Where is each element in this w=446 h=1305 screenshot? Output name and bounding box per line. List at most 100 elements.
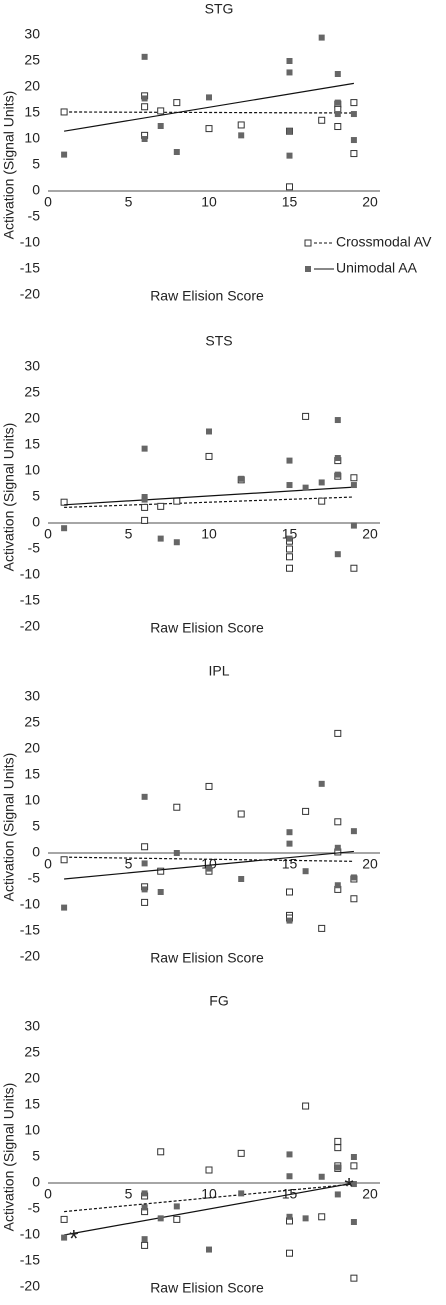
data-point	[60, 108, 68, 116]
data-point	[237, 1149, 245, 1157]
y-tick-label: 20	[24, 1070, 40, 1086]
trendline	[64, 111, 354, 114]
data-point	[350, 1154, 357, 1160]
y-tick-label: 25	[24, 384, 40, 400]
data-point	[350, 150, 358, 158]
data-point	[350, 1274, 358, 1282]
y-tick-label: 10	[24, 462, 40, 478]
x-tick-label: 0	[44, 194, 52, 210]
data-point	[334, 818, 342, 826]
y-tick-label: -15	[20, 922, 40, 938]
data-point	[286, 457, 293, 464]
y-tick-label: -5	[28, 540, 41, 556]
data-point	[302, 868, 309, 875]
data-point	[141, 445, 148, 452]
y-tick-label: -5	[28, 208, 41, 224]
data-point	[173, 1215, 181, 1223]
y-tick-label: -5	[28, 870, 41, 886]
chart-title: FG	[209, 993, 228, 1009]
data-point	[286, 840, 293, 847]
x-tick-label: 0	[44, 526, 52, 542]
trendline	[64, 486, 354, 506]
data-point	[334, 729, 342, 737]
data-point	[157, 889, 164, 895]
data-point	[318, 34, 325, 41]
x-tick-label: 5	[125, 856, 133, 872]
x-axis-label: Raw Elision Score	[150, 1280, 264, 1296]
legend-label: Crossmodal AV	[336, 234, 432, 250]
data-point	[302, 1215, 309, 1222]
data-point	[286, 1173, 293, 1180]
x-tick-label: 15	[282, 856, 298, 872]
x-tick-label: 0	[44, 1186, 52, 1202]
data-point	[334, 551, 341, 558]
data-point	[157, 123, 164, 129]
data-point	[334, 471, 341, 478]
data-point	[238, 475, 245, 482]
x-tick-label: 20	[362, 194, 378, 210]
data-point	[286, 152, 293, 159]
y-tick-label: 5	[32, 818, 40, 834]
data-point	[205, 125, 213, 133]
y-tick-label: -15	[20, 1252, 40, 1268]
data-point	[302, 412, 310, 420]
data-point	[286, 1249, 293, 1257]
data-point	[334, 1191, 341, 1198]
data-point	[141, 1236, 148, 1243]
data-point	[334, 71, 341, 77]
data-point	[206, 94, 212, 101]
data-point	[302, 484, 309, 491]
data-point	[302, 1102, 310, 1110]
data-point	[206, 1246, 212, 1253]
y-tick-label: -10	[20, 896, 40, 912]
data-point	[286, 128, 293, 135]
y-axis-label: Activation (Signal Units)	[1, 91, 17, 240]
data-point	[157, 502, 165, 510]
data-point	[141, 95, 148, 102]
x-axis-label: Raw Elision Score	[150, 288, 264, 304]
data-point	[318, 1213, 326, 1221]
data-point	[238, 132, 245, 139]
data-point	[205, 452, 213, 460]
data-point	[141, 516, 149, 524]
y-tick-label: 15	[24, 1096, 40, 1112]
data-point	[286, 1213, 293, 1220]
data-point	[286, 888, 293, 896]
y-axis-label: Activation (Signal Units)	[1, 1083, 17, 1232]
data-point	[334, 844, 341, 851]
data-point	[318, 780, 325, 787]
y-tick-label: 15	[24, 104, 40, 120]
data-point	[286, 69, 293, 76]
data-point	[350, 895, 358, 903]
trendline	[64, 1183, 354, 1213]
data-point	[350, 1181, 357, 1188]
data-point	[286, 58, 293, 64]
data-point	[350, 522, 357, 529]
data-point	[350, 482, 357, 489]
data-point	[350, 828, 357, 835]
data-point	[141, 1204, 148, 1211]
y-tick-label: 20	[24, 740, 40, 756]
x-tick-label: 20	[362, 526, 378, 542]
data-point	[206, 428, 212, 435]
data-point	[318, 479, 325, 486]
data-point	[173, 1203, 180, 1210]
data-point	[61, 1234, 68, 1241]
data-point	[141, 103, 149, 111]
y-tick-label: 25	[24, 1044, 40, 1060]
y-tick-label: 25	[24, 714, 40, 730]
data-point	[61, 151, 68, 158]
y-tick-label: -15	[20, 260, 40, 276]
data-point	[350, 874, 357, 881]
data-point	[350, 111, 357, 118]
x-tick-label: 5	[125, 1186, 133, 1202]
data-point	[157, 1148, 165, 1156]
data-point	[173, 497, 181, 505]
data-point	[173, 149, 180, 155]
legend-marker	[305, 266, 311, 272]
data-point	[302, 807, 310, 815]
data-point	[141, 843, 149, 851]
data-point	[318, 497, 326, 505]
x-tick-label: 0	[44, 856, 52, 872]
data-point	[157, 1215, 164, 1222]
